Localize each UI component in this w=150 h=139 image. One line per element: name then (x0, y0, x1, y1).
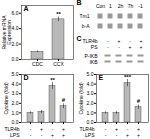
svg-text:-: - (30, 132, 32, 138)
svg-text:2.0: 2.0 (12, 41, 19, 47)
svg-text:TLR4b: TLR4b (79, 125, 95, 132)
svg-text:0.0: 0.0 (87, 119, 94, 125)
svg-text:1.0: 1.0 (87, 110, 94, 116)
svg-text:+: + (62, 132, 65, 138)
svg-text:Cytokine (fold): Cytokine (fold) (3, 82, 9, 115)
svg-text:***: *** (124, 74, 132, 80)
svg-text:4.0: 4.0 (12, 81, 19, 87)
svg-text:3.0: 3.0 (87, 90, 94, 96)
svg-text:D: D (24, 74, 29, 81)
svg-text:CCX: CCX (53, 61, 64, 67)
svg-text:+: + (126, 132, 129, 138)
svg-text:C: C (77, 35, 82, 42)
svg-text:Tm1: Tm1 (80, 13, 90, 19)
svg-text:E: E (99, 74, 104, 81)
svg-text:b-A: b-A (82, 23, 90, 29)
svg-text:5.0: 5.0 (12, 71, 19, 77)
svg-text:+: + (137, 132, 140, 138)
svg-text:TLR4b: TLR4b (82, 37, 98, 44)
svg-text:+: + (51, 132, 54, 138)
svg-text:LPS: LPS (10, 132, 20, 138)
svg-text:1.0: 1.0 (12, 110, 19, 116)
svg-text:+: + (129, 44, 132, 50)
svg-text:**: ** (50, 77, 55, 83)
svg-text:-: - (107, 44, 109, 50)
svg-text:1: 1 (109, 3, 112, 9)
svg-text:#: # (137, 98, 141, 104)
svg-text:0.0: 0.0 (12, 56, 19, 62)
svg-text:**: ** (56, 11, 61, 17)
svg-text:4.0: 4.0 (87, 81, 94, 87)
svg-text:TLR4b: TLR4b (4, 125, 20, 132)
svg-text:B: B (77, 0, 82, 6)
svg-text:2h: 2h (118, 3, 124, 9)
svg-text:IKB: IKB (89, 59, 98, 65)
svg-text:+: + (140, 44, 143, 50)
svg-text:-: - (105, 132, 107, 138)
svg-text:3.0: 3.0 (12, 90, 19, 96)
svg-text:LPS: LPS (85, 132, 95, 138)
svg-text:CDC: CDC (32, 61, 43, 67)
svg-text:Relative mRNAExpression: Relative mRNAExpression (1, 15, 12, 50)
svg-text:-: - (116, 132, 118, 138)
svg-text:-1: -1 (138, 3, 143, 9)
svg-text:Cytokine (fold): Cytokine (fold) (78, 82, 84, 115)
svg-text:P-IKB: P-IKB (84, 52, 98, 59)
svg-text:Con: Con (96, 3, 105, 9)
svg-text:5.0: 5.0 (87, 71, 94, 77)
svg-text:0.0: 0.0 (12, 119, 19, 125)
svg-text:-: - (118, 44, 120, 50)
svg-text:#: # (62, 97, 66, 103)
svg-text:-: - (41, 132, 43, 138)
svg-text:2.0: 2.0 (12, 100, 19, 106)
svg-text:7h: 7h (128, 3, 134, 9)
svg-text:PS: PS (91, 44, 98, 50)
svg-text:A: A (24, 5, 29, 12)
svg-text:6.0: 6.0 (12, 10, 19, 16)
svg-text:4.0: 4.0 (12, 25, 19, 31)
svg-text:2.0: 2.0 (87, 100, 94, 106)
